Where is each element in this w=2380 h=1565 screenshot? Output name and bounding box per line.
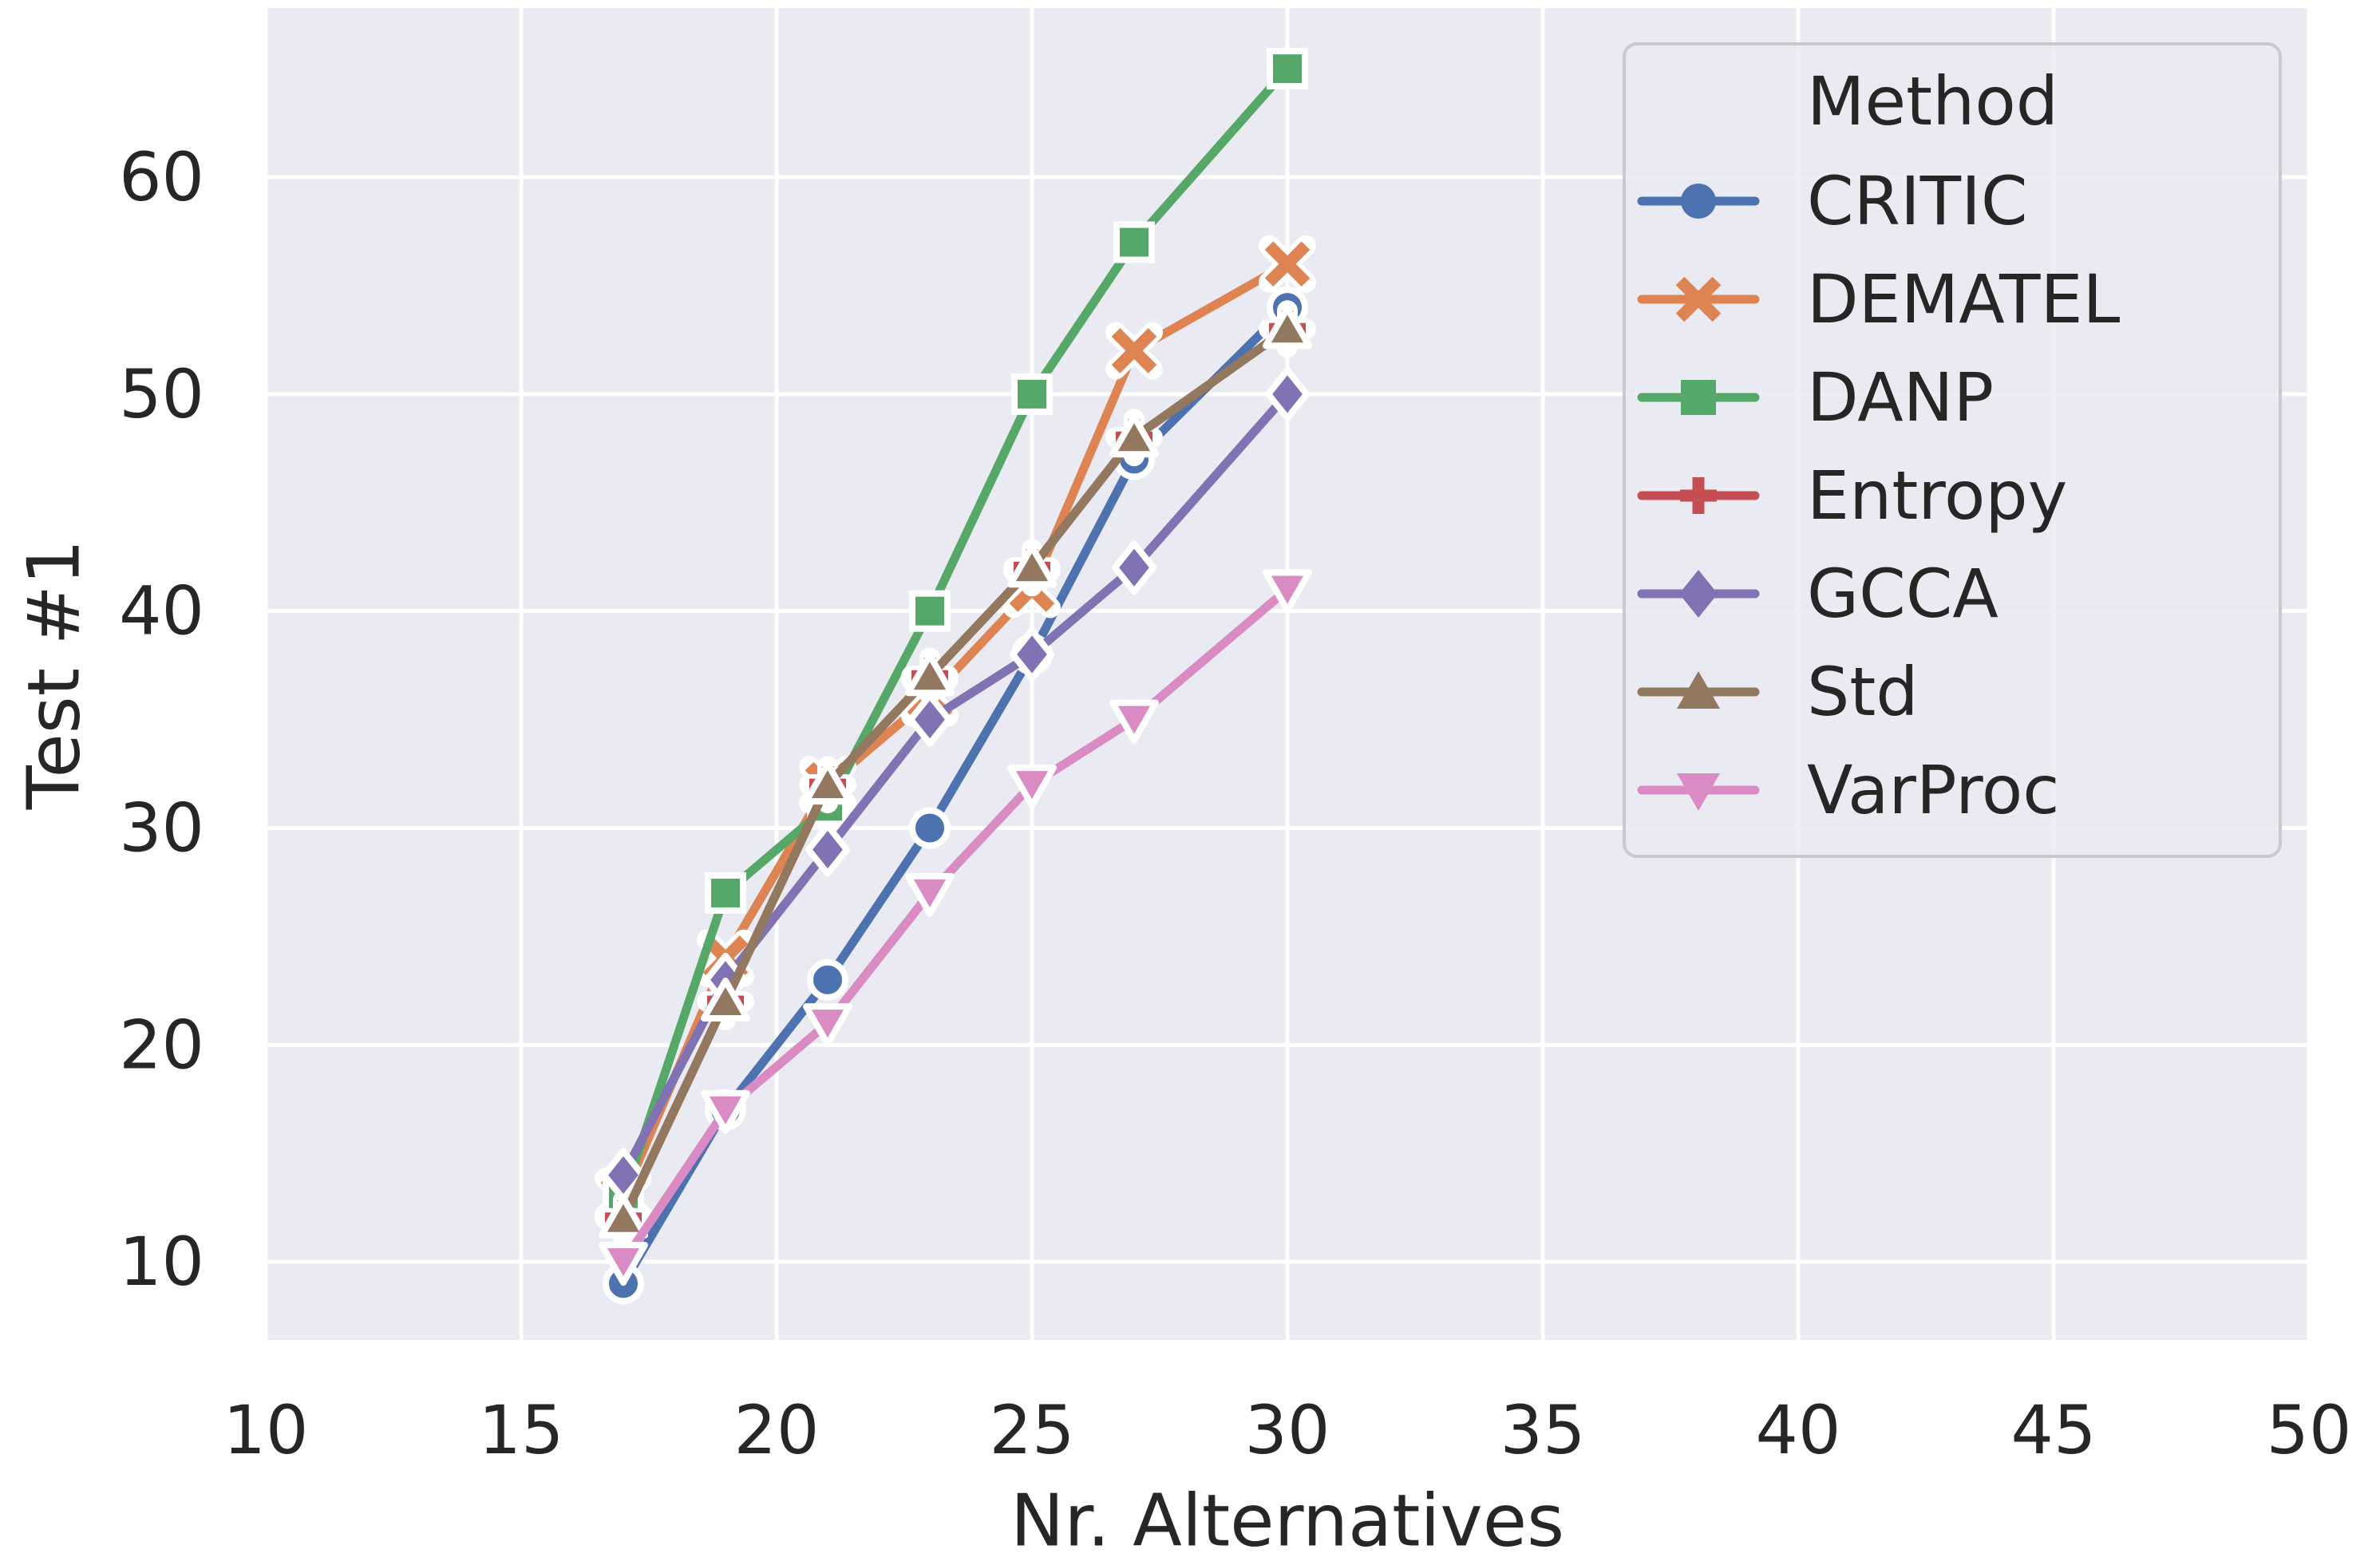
legend-item-GCCA: GCCA	[1637, 555, 1998, 633]
triangle-down-marker-icon	[803, 1003, 852, 1048]
diamond-marker-icon	[805, 822, 850, 877]
square-marker-icon	[1011, 373, 1053, 415]
square-marker-icon	[1681, 380, 1716, 415]
x-axis-tick-label: 35	[1500, 1391, 1586, 1469]
diamond-marker-icon	[1112, 540, 1156, 595]
legend-item-CRITIC: CRITIC	[1637, 162, 2028, 240]
y-axis-tick-label: 60	[119, 138, 204, 216]
square-marker-icon	[1267, 48, 1308, 90]
square-marker-icon	[909, 590, 951, 632]
legend-item-Std: Std	[1637, 653, 1919, 731]
legend-item-Entropy: Entropy	[1637, 456, 2067, 535]
legend-item-VarProc: VarProc	[1637, 751, 2059, 829]
y-axis-title: Test #1	[13, 539, 97, 811]
triangle-down-marker-icon	[1677, 773, 1720, 811]
triangle-up-marker-icon	[1263, 305, 1312, 350]
legend-label: DANP	[1807, 358, 1994, 437]
legend: Method CRITIC DEMATEL DANP Entropy GCCA Std Va…	[1623, 42, 2282, 858]
x-axis-ticks: 10 15 20 25 30 35 40 45 50	[223, 1391, 2352, 1469]
legend-items: CRITIC DEMATEL DANP Entropy GCCA Std VarProc	[1637, 162, 2121, 829]
circle-marker-icon	[909, 807, 951, 849]
legend-item-DANP: DANP	[1637, 358, 1994, 437]
x-axis-tick-label: 30	[1245, 1391, 1330, 1469]
legend-label: DEMATEL	[1807, 260, 2121, 338]
triangle-up-marker-icon	[1109, 413, 1159, 458]
triangle-up-marker-icon	[1007, 543, 1057, 588]
legend-label: VarProc	[1807, 751, 2059, 829]
x-axis-tick-label: 10	[223, 1391, 309, 1469]
diamond-marker-icon	[907, 692, 952, 747]
y-axis-tick-label: 10	[119, 1223, 204, 1301]
x-marker-icon	[1264, 241, 1311, 287]
y-axis-tick-label: 30	[119, 788, 204, 867]
legend-label: CRITIC	[1807, 162, 2028, 240]
y-axis-ticks: 10 20 30 40 50 60	[119, 138, 204, 1301]
series-VarProc	[599, 569, 1312, 1286]
triangle-down-marker-icon	[1109, 699, 1159, 744]
legend-box	[1623, 42, 2282, 858]
diamond-marker-icon	[1265, 366, 1310, 421]
x-marker-icon	[1675, 276, 1722, 322]
series-group	[595, 48, 1316, 1305]
legend-item-DEMATEL: DEMATEL	[1637, 260, 2121, 338]
legend-label: GCCA	[1807, 555, 1998, 633]
triangle-up-marker-icon	[905, 652, 955, 697]
x-axis-tick-label: 45	[2011, 1391, 2097, 1469]
x-axis-tick-label: 20	[734, 1391, 820, 1469]
y-axis-tick-label: 20	[119, 1006, 204, 1084]
x-marker-icon	[1111, 328, 1157, 373]
x-axis-tick-label: 50	[2267, 1391, 2352, 1469]
triangle-up-marker-icon	[701, 977, 750, 1022]
triangle-down-marker-icon	[905, 873, 955, 918]
x-axis-title: Nr. Alternatives	[1010, 1480, 1564, 1563]
square-marker-icon	[1113, 221, 1155, 263]
x-axis-tick-label: 40	[1756, 1391, 1841, 1469]
series-Std	[599, 305, 1312, 1239]
x-axis-tick-label: 15	[479, 1391, 564, 1469]
triangle-down-marker-icon	[1263, 569, 1312, 614]
triangle-down-marker-icon	[599, 1242, 648, 1286]
y-axis-tick-label: 50	[119, 355, 204, 433]
circle-marker-icon	[1681, 184, 1716, 219]
legend-label: Std	[1807, 653, 1919, 731]
diamond-marker-icon	[1010, 627, 1054, 682]
legend-title: Method	[1807, 62, 2058, 140]
diamond-marker-icon	[1679, 570, 1718, 618]
triangle-down-marker-icon	[1007, 765, 1057, 809]
legend-label: Entropy	[1807, 456, 2067, 535]
triangle-up-marker-icon	[803, 761, 852, 805]
circle-marker-icon	[807, 958, 848, 1001]
triangle-down-marker-icon	[701, 1089, 750, 1134]
triangle-up-marker-icon	[599, 1194, 648, 1239]
x-axis-tick-label: 25	[990, 1391, 1075, 1469]
triangle-up-marker-icon	[1677, 671, 1720, 709]
y-axis-tick-label: 40	[119, 572, 204, 650]
square-marker-icon	[705, 872, 746, 915]
plus-marker-icon	[1680, 477, 1717, 514]
